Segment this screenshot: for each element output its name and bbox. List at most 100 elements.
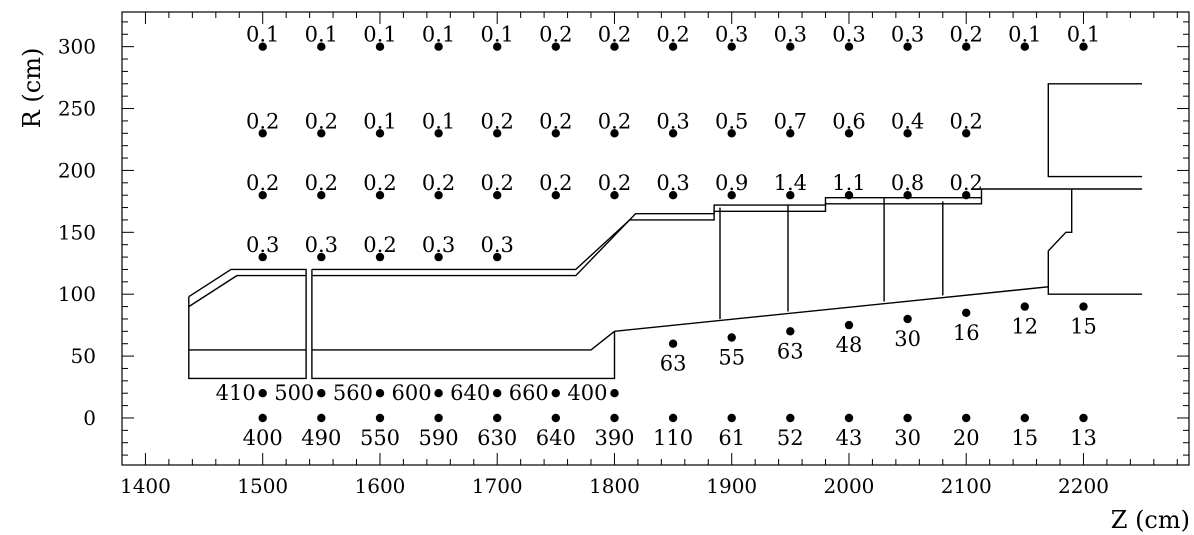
data-label: 0.2 [246, 109, 279, 133]
data-label: 0.2 [363, 171, 396, 195]
x-tick-label: 1600 [355, 474, 406, 498]
data-point [844, 320, 854, 330]
data-label: 640 [536, 426, 576, 450]
data-point [434, 42, 443, 51]
data-point [903, 42, 912, 51]
data-label: 0.3 [480, 233, 513, 257]
x-tick-label: 1800 [589, 474, 640, 498]
data-label: 390 [594, 426, 634, 450]
data-point [434, 252, 443, 262]
data-label: 13 [1070, 426, 1097, 450]
data-point [434, 129, 443, 138]
data-label: 0.1 [422, 23, 455, 47]
data-label: 12 [1011, 315, 1038, 339]
data-label: 0.3 [656, 171, 689, 195]
data-point [668, 129, 678, 138]
data-label: 600 [392, 381, 432, 405]
data-point [551, 191, 560, 200]
data-point [727, 129, 736, 138]
data-label: 400 [243, 426, 283, 450]
x-tick-label: 1500 [237, 474, 288, 498]
axes: 1400 1500 1600 1700 1800 1900 2000 2100 2200 0 50 1… [58, 11, 1190, 498]
data-label: 640 [450, 381, 490, 405]
data-label: 0.3 [774, 23, 807, 47]
data-point [844, 191, 854, 200]
data-label: 0.2 [480, 109, 513, 133]
data-point [1079, 413, 1088, 423]
data-label: 0.2 [363, 233, 396, 257]
data-point [375, 413, 385, 423]
data-label: 0.1 [1067, 23, 1100, 47]
data-point [786, 42, 795, 51]
data-label: 0.7 [774, 109, 807, 133]
data-point [786, 191, 795, 200]
data-point [1079, 42, 1088, 51]
outline-segment [1047, 189, 1073, 287]
data-label: 0.8 [891, 171, 924, 195]
data-point [317, 252, 326, 262]
data-point [375, 191, 385, 200]
data-point [551, 42, 560, 51]
data-label: 0.6 [832, 109, 865, 133]
outline-segment [311, 197, 982, 277]
y-tick-label: 100 [58, 282, 96, 306]
data-label: 55 [718, 346, 745, 370]
data-point [375, 129, 385, 138]
x-tick-label: 2000 [824, 474, 875, 498]
data-label: 0.5 [715, 109, 748, 133]
data-point [903, 191, 912, 200]
data-point [493, 42, 502, 51]
data-point [317, 129, 326, 138]
data-label: 0.1 [305, 23, 338, 47]
data-point [844, 413, 854, 423]
y-axis-title: R (cm) [18, 48, 46, 129]
data-label: 0.9 [715, 171, 748, 195]
data-point [375, 252, 385, 262]
data-label: 0.1 [422, 109, 455, 133]
data-label: 0.2 [656, 23, 689, 47]
data-label: 0.1 [246, 23, 279, 47]
data-labels: 0.1 0.1 0.1 0.1 0.1 0.2 0.2 0.2 0.3 0.3 0.3 0.3 0.2 0… [216, 23, 1101, 450]
data-point [668, 339, 678, 348]
x-tick-label: 2200 [1058, 474, 1109, 498]
data-point [962, 191, 971, 200]
data-label: 48 [836, 333, 863, 357]
data-point [434, 191, 443, 200]
y-tick-label: 50 [71, 344, 96, 368]
data-label: 0.3 [715, 23, 748, 47]
data-label: 52 [777, 426, 804, 450]
data-label: 0.2 [305, 109, 338, 133]
data-label: 0.2 [539, 23, 572, 47]
data-point [1020, 302, 1029, 311]
outline-segment [311, 188, 1143, 271]
data-point [610, 129, 619, 138]
data-label: 0.3 [305, 233, 338, 257]
data-point [434, 413, 443, 423]
data-label: 0.3 [422, 233, 455, 257]
data-label: 660 [509, 381, 549, 405]
data-label: 0.2 [246, 171, 279, 195]
data-point [493, 191, 502, 200]
data-point [727, 191, 736, 200]
data-point [317, 413, 326, 423]
data-point [258, 129, 267, 138]
outline-segment [311, 330, 615, 351]
data-point [493, 389, 502, 398]
data-point [317, 42, 326, 51]
data-point [727, 42, 736, 51]
x-tick-label: 1700 [472, 474, 523, 498]
detector-outline [188, 83, 1143, 380]
data-point [493, 252, 502, 262]
data-label: 0.3 [246, 233, 279, 257]
data-label: 0.1 [363, 109, 396, 133]
data-label: 0.3 [832, 23, 865, 47]
data-label: 490 [301, 426, 341, 450]
data-label: 0.1 [480, 23, 513, 47]
data-point [610, 191, 619, 200]
y-tick-label: 0 [83, 406, 96, 430]
data-point [962, 413, 971, 423]
data-point [727, 413, 736, 423]
data-label: 0.3 [656, 109, 689, 133]
data-point [434, 389, 443, 398]
data-label: 0.3 [891, 23, 924, 47]
